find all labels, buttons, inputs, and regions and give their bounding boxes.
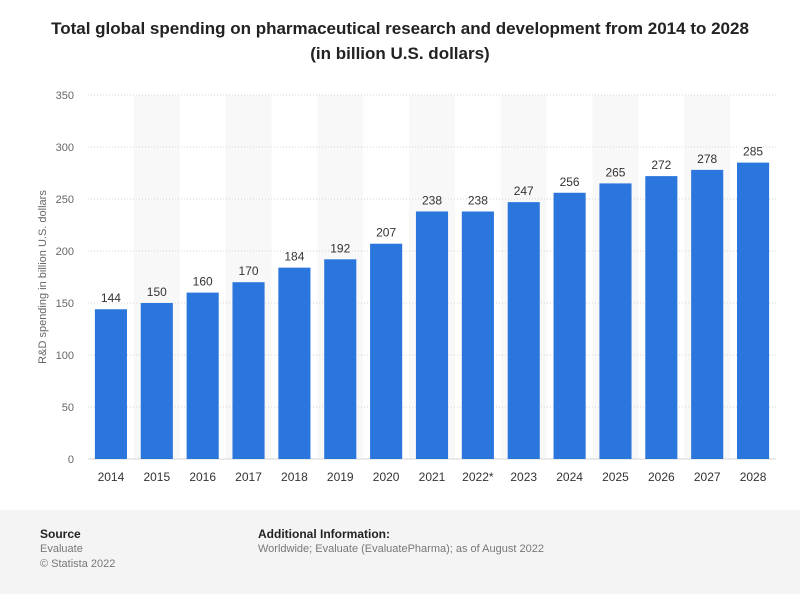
x-tick-label: 2020: [373, 470, 400, 484]
chart-title: Total global spending on pharmaceutical …: [51, 19, 749, 63]
data-label: 192: [330, 241, 350, 255]
y-tick-label: 350: [56, 90, 74, 102]
y-tick-label: 0: [68, 454, 74, 466]
bar: [461, 211, 494, 459]
bar: [415, 211, 449, 459]
data-label: 278: [697, 152, 717, 166]
data-label: 170: [239, 264, 259, 278]
bar: [140, 303, 173, 459]
source-name[interactable]: Evaluate: [40, 543, 83, 555]
bar: [232, 282, 265, 459]
bar: [324, 259, 357, 459]
additional-info-text: Worldwide; Evaluate (EvaluatePharma); as…: [258, 543, 544, 555]
bar: [94, 309, 127, 459]
data-label: 247: [514, 184, 534, 198]
x-tick-label: 2023: [510, 470, 537, 484]
x-tick-label: 2026: [648, 470, 675, 484]
y-tick-label: 150: [56, 298, 74, 310]
x-tick-label: 2021: [419, 470, 446, 484]
y-tick-label: 250: [56, 194, 74, 206]
data-label: 144: [101, 291, 121, 305]
bar-chart: 0 50 100 150 200 250 300 350 144 2014 150 2015 160 20…: [37, 90, 776, 484]
bar: [553, 192, 586, 459]
y-tick-label: 300: [56, 142, 74, 154]
bar: [737, 162, 770, 459]
y-tick-label: 100: [56, 350, 74, 362]
source-heading: Source: [40, 527, 81, 541]
chart-card: Total global spending on pharmaceutical …: [0, 0, 800, 510]
data-label: 207: [376, 226, 396, 240]
additional-info-heading: Additional Information:: [258, 527, 390, 541]
x-tick-label: 2027: [694, 470, 721, 484]
data-label: 160: [193, 275, 213, 289]
y-tick-label: 200: [56, 246, 74, 258]
x-tick-label: 2015: [143, 470, 170, 484]
data-label: 272: [651, 158, 671, 172]
x-tick-label: 2025: [602, 470, 629, 484]
y-axis-title: R&D spending in billion U.S. dollars: [37, 190, 49, 364]
data-label: 238: [422, 193, 442, 207]
data-label: 184: [284, 250, 304, 264]
x-tick-label: 2017: [235, 470, 262, 484]
y-tick-label: 50: [62, 402, 74, 414]
footer: Source Evaluate © Statista 2022 Addition…: [0, 510, 800, 594]
bar: [186, 292, 219, 459]
data-label: 150: [147, 285, 167, 299]
x-tick-label: 2028: [740, 470, 767, 484]
x-tick-label: 2024: [556, 470, 583, 484]
x-tick-label: 2018: [281, 470, 308, 484]
data-label: 285: [743, 145, 763, 159]
data-label: 265: [605, 165, 625, 179]
bar: [691, 169, 724, 459]
bar: [599, 183, 632, 459]
copyright-text: © Statista 2022: [40, 558, 116, 570]
bar: [507, 202, 540, 459]
data-label: 256: [560, 175, 580, 189]
bar: [370, 243, 403, 459]
data-label: 238: [468, 193, 488, 207]
x-tick-label: 2016: [189, 470, 216, 484]
x-tick-label: 2014: [98, 470, 125, 484]
x-tick-label: 2019: [327, 470, 354, 484]
bar: [278, 267, 311, 459]
bar: [645, 176, 678, 459]
x-tick-label: 2022*: [462, 470, 494, 484]
